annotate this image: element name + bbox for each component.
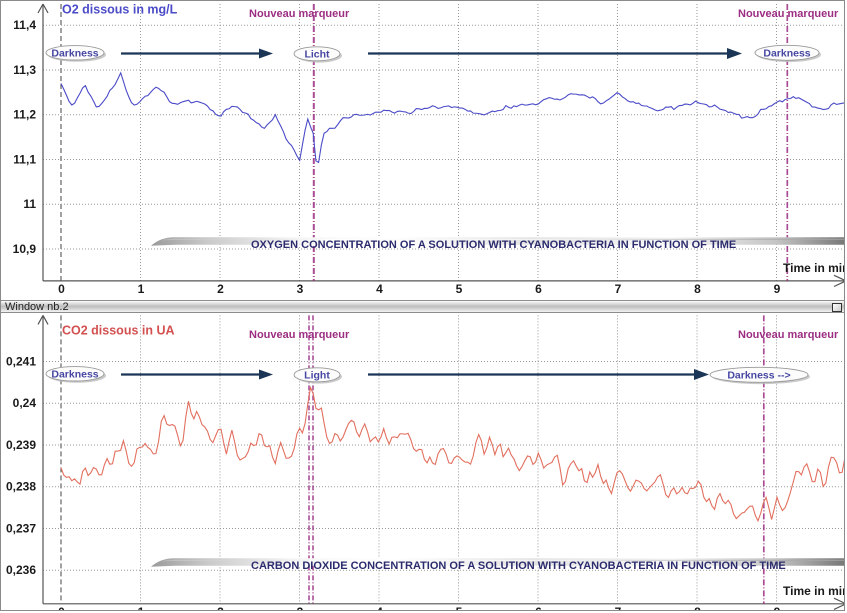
svg-text:3: 3 xyxy=(297,282,304,296)
svg-text:0,238: 0,238 xyxy=(6,480,36,494)
svg-text:0,239: 0,239 xyxy=(6,438,36,452)
svg-text:Nouveau marqueur: Nouveau marqueur xyxy=(738,329,839,341)
svg-text:0,24: 0,24 xyxy=(13,396,37,410)
svg-text:5: 5 xyxy=(456,282,463,296)
svg-text:Time in min: Time in min xyxy=(783,584,845,598)
svg-text:Darkness: Darkness xyxy=(763,47,810,59)
svg-text:Licht: Licht xyxy=(304,48,330,60)
svg-text:9: 9 xyxy=(774,605,781,611)
svg-text:0,237: 0,237 xyxy=(6,522,36,536)
svg-text:Nouveau marqueur: Nouveau marqueur xyxy=(738,8,839,20)
svg-text:11,1: 11,1 xyxy=(13,153,36,167)
svg-text:0,236: 0,236 xyxy=(6,563,36,577)
svg-text:Time in min: Time in min xyxy=(783,261,845,275)
svg-text:7: 7 xyxy=(615,282,622,296)
svg-text:11: 11 xyxy=(23,197,36,211)
svg-text:11,3: 11,3 xyxy=(13,63,36,77)
svg-text:6: 6 xyxy=(535,282,542,296)
svg-text:4: 4 xyxy=(376,282,383,296)
svg-text:11,4: 11,4 xyxy=(13,18,36,32)
svg-text:10,9: 10,9 xyxy=(13,242,37,256)
svg-text:5: 5 xyxy=(456,605,463,611)
svg-text:9: 9 xyxy=(774,282,781,296)
svg-text:1: 1 xyxy=(138,282,145,296)
svg-text:CARBON DIOXIDE CONCENTRATION O: CARBON DIOXIDE CONCENTRATION OF A SOLUTI… xyxy=(251,560,786,572)
svg-text:Nouveau marqueur: Nouveau marqueur xyxy=(249,8,350,20)
svg-text:3: 3 xyxy=(297,605,304,611)
svg-text:OXYGEN CONCENTRATION OF A SOLU: OXYGEN CONCENTRATION OF A SOLUTION WITH … xyxy=(251,239,736,251)
svg-text:Darkness: Darkness xyxy=(51,47,98,59)
svg-text:4: 4 xyxy=(376,605,383,611)
svg-text:0: 0 xyxy=(58,282,65,296)
svg-text:6: 6 xyxy=(535,605,542,611)
svg-text:CO2 dissous in UA: CO2 dissous in UA xyxy=(62,324,175,338)
svg-text:2: 2 xyxy=(217,282,224,296)
svg-text:2: 2 xyxy=(217,605,224,611)
svg-text:O2 dissous in mg/L: O2 dissous in mg/L xyxy=(62,3,178,17)
svg-text:1: 1 xyxy=(138,605,145,611)
svg-text:0,241: 0,241 xyxy=(6,355,36,369)
svg-text:Nouveau marqueur: Nouveau marqueur xyxy=(249,329,350,341)
svg-text:Light: Light xyxy=(304,369,330,381)
svg-text:11,2: 11,2 xyxy=(13,108,36,122)
svg-text:Darkness -->: Darkness --> xyxy=(727,369,790,381)
svg-text:0: 0 xyxy=(58,605,65,611)
svg-text:8: 8 xyxy=(694,605,701,611)
svg-text:8: 8 xyxy=(694,282,701,296)
svg-text:7: 7 xyxy=(615,605,622,611)
svg-text:Darkness: Darkness xyxy=(51,368,98,380)
